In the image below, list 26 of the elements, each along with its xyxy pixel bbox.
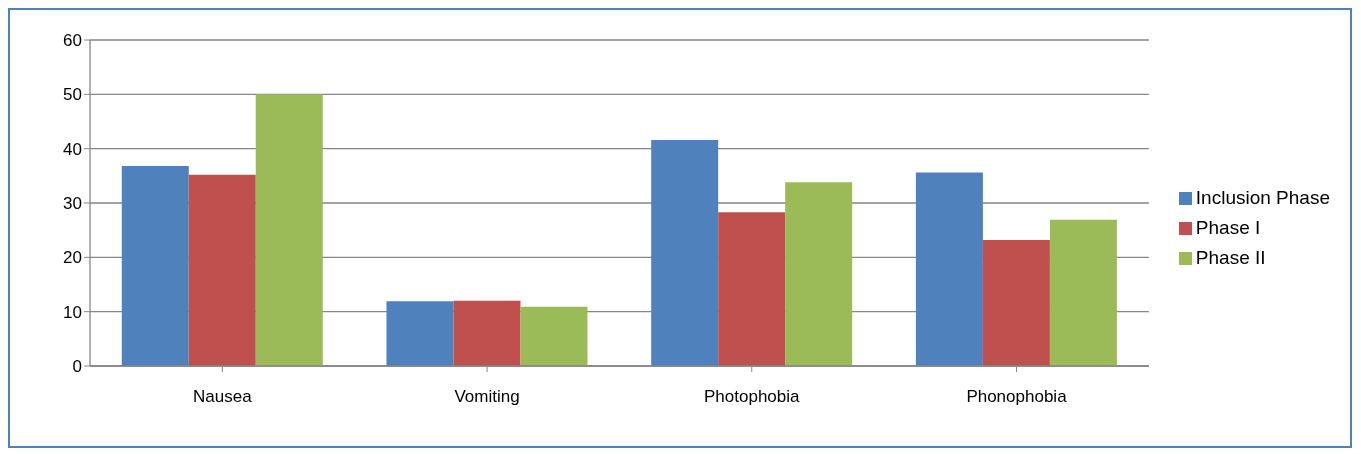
y-tick-label: 20 — [63, 248, 82, 268]
bar — [1049, 219, 1117, 366]
bar — [520, 306, 588, 366]
y-tick-label: 30 — [63, 194, 82, 214]
y-tick-label: 50 — [63, 85, 82, 105]
bar — [651, 139, 719, 366]
y-tick-label: 0 — [72, 357, 82, 377]
legend-label: Phase II — [1195, 247, 1266, 268]
x-tick-label: Photophobia — [704, 387, 801, 407]
bar — [453, 300, 521, 366]
bar — [121, 166, 189, 366]
bar — [915, 172, 983, 366]
legend-label: Phase I — [1195, 217, 1261, 238]
bar — [982, 239, 1050, 366]
bar — [386, 301, 454, 366]
y-tick-label: 10 — [63, 302, 82, 322]
y-tick-label: 60 — [63, 31, 82, 51]
legend-label: Inclusion Phase — [1195, 187, 1330, 208]
x-tick-label: Vomiting — [454, 387, 520, 407]
x-tick-label: Phonophobia — [966, 387, 1068, 407]
bar — [718, 212, 786, 366]
bar — [785, 182, 853, 366]
y-tick-label: 40 — [63, 139, 82, 159]
bar — [255, 94, 323, 366]
x-tick-label: Nausea — [193, 387, 253, 407]
bar — [188, 174, 256, 366]
